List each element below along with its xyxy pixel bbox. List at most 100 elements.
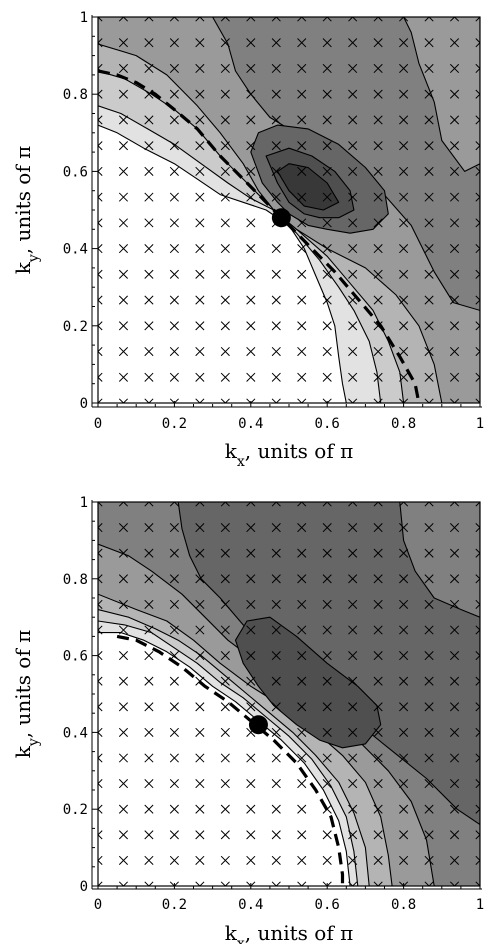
sample-cross — [475, 502, 480, 507]
sample-cross — [246, 855, 256, 865]
sample-cross — [195, 218, 205, 228]
sample-cross — [169, 346, 179, 357]
sample-cross — [322, 523, 332, 533]
sample-cross — [98, 166, 103, 176]
sample-cross — [169, 523, 179, 533]
sample-cross — [144, 727, 154, 737]
sample-cross — [246, 625, 256, 635]
sample-cross — [399, 502, 409, 507]
sample-cross — [373, 702, 383, 712]
sample-cross — [449, 63, 460, 74]
sample-cross — [322, 295, 332, 305]
sample-cross — [246, 881, 256, 886]
sample-cross — [399, 702, 409, 712]
sample-cross — [297, 372, 307, 382]
sample-cross — [348, 548, 358, 558]
y-tick-label: 1 — [80, 10, 88, 26]
contour-level-6 — [177, 502, 480, 826]
dashed-curve — [98, 69, 421, 403]
contour-regions — [98, 17, 480, 403]
sample-cross — [475, 321, 480, 331]
sample-cross — [373, 166, 383, 176]
sample-cross — [118, 192, 129, 202]
sample-cross — [449, 38, 460, 48]
sample-cross — [144, 804, 154, 814]
sample-cross — [475, 881, 480, 886]
sample-cross — [475, 804, 480, 814]
sample-cross — [475, 779, 480, 789]
sample-cross — [424, 398, 434, 403]
sample-cross — [144, 295, 154, 305]
sample-cross — [348, 244, 358, 254]
sample-cross — [424, 702, 434, 712]
sample-cross — [348, 753, 358, 763]
y-tick-label: 0.6 — [63, 649, 88, 665]
sample-cross — [246, 398, 256, 403]
sample-cross — [246, 192, 256, 202]
contour-regions — [98, 502, 480, 886]
sample-cross — [424, 321, 434, 331]
sample-cross — [373, 676, 383, 686]
sample-cross — [118, 17, 129, 22]
sample-cross — [399, 295, 409, 305]
sample-cross — [373, 244, 383, 254]
x-tick-label: 1 — [476, 897, 484, 913]
sample-cross — [169, 218, 179, 228]
sample-cross — [246, 753, 256, 763]
sample-cross — [98, 218, 103, 228]
sample-cross — [98, 830, 103, 840]
sample-cross — [348, 779, 358, 789]
sample-cross — [475, 676, 480, 686]
sample-cross — [118, 548, 129, 558]
sample-cross — [424, 830, 434, 840]
sample-cross — [195, 881, 205, 886]
sample-cross — [424, 651, 434, 661]
sample-cross — [144, 115, 154, 125]
sample-cross — [271, 89, 281, 99]
sample-cross — [195, 599, 205, 609]
sample-cross — [297, 651, 307, 661]
sample-cross — [169, 321, 179, 331]
sample-cross — [399, 523, 409, 533]
sample-cross — [144, 855, 154, 865]
sample-cross — [118, 651, 129, 661]
sample-cross — [348, 574, 358, 584]
sample-grid — [98, 17, 480, 403]
sample-cross — [98, 881, 103, 886]
sample-cross — [271, 753, 281, 763]
sample-cross — [144, 398, 154, 403]
sample-cross — [98, 676, 103, 686]
sample-cross — [424, 753, 434, 763]
sample-cross — [144, 753, 154, 763]
sample-cross — [475, 398, 480, 403]
sample-cross — [348, 321, 358, 331]
sample-cross — [144, 372, 154, 382]
sample-cross — [271, 398, 281, 403]
sample-cross — [449, 141, 460, 151]
sample-cross — [98, 269, 103, 279]
sample-cross — [271, 321, 281, 331]
sample-cross — [475, 830, 480, 840]
sample-cross — [144, 881, 154, 886]
sample-cross — [246, 244, 256, 254]
sample-cross — [220, 38, 230, 48]
sample-cross — [475, 727, 480, 737]
sample-cross — [169, 548, 179, 558]
sample-cross — [144, 141, 154, 151]
sample-cross — [449, 502, 460, 507]
sample-cross — [118, 89, 129, 99]
sample-cross — [348, 141, 358, 151]
sample-cross — [373, 502, 383, 507]
sample-cross — [195, 727, 205, 737]
sample-cross — [271, 625, 281, 635]
sample-cross — [144, 244, 154, 254]
sample-cross — [195, 398, 205, 403]
sample-cross — [424, 295, 434, 305]
sample-cross — [475, 599, 480, 609]
sample-cross — [169, 192, 179, 202]
sample-cross — [297, 727, 307, 737]
sample-cross — [98, 321, 103, 331]
sample-cross — [271, 141, 281, 151]
sample-cross — [271, 269, 281, 279]
sample-cross — [297, 141, 307, 151]
